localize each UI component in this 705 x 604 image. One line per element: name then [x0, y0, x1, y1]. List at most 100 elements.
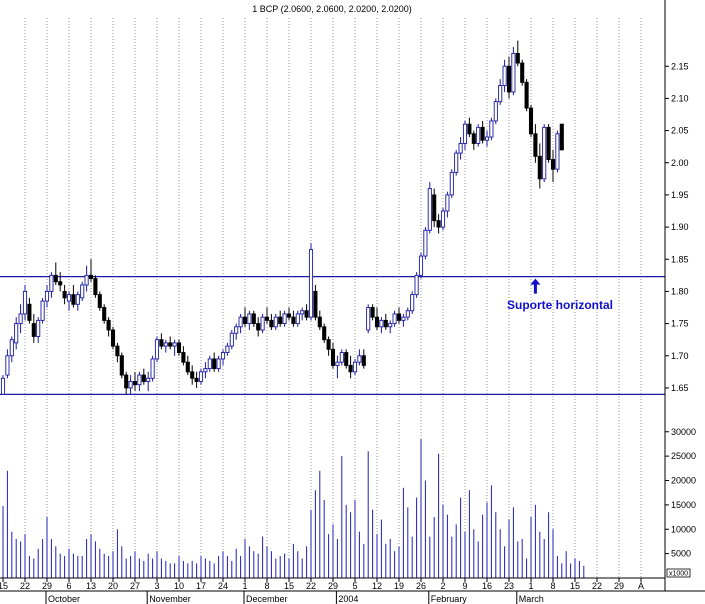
candle: [154, 336, 160, 363]
month-label: December: [246, 594, 288, 604]
candle: [93, 275, 98, 298]
month-label: October: [48, 594, 80, 604]
candle-body: [234, 326, 239, 334]
day-tick-label: A: [638, 581, 644, 591]
candle: [291, 310, 296, 327]
candle: [471, 130, 476, 150]
candle: [388, 320, 393, 334]
candle: [344, 349, 349, 369]
candle-body: [119, 355, 124, 376]
candle-body: [335, 361, 340, 366]
candle: [339, 349, 344, 366]
price-tick-label: 2.10: [671, 93, 689, 103]
candle-body: [515, 52, 520, 64]
chart-title: 1 BCP (2.0600, 2.0600, 2.0200, 2.0200): [252, 4, 411, 14]
candle: [159, 333, 164, 350]
candle-body: [58, 281, 63, 286]
candle-body: [445, 194, 450, 212]
candle-body: [423, 229, 428, 257]
candle: [5, 349, 10, 379]
candle-body: [163, 342, 168, 347]
candle-body: [295, 313, 300, 325]
candle: [53, 262, 58, 285]
candle-body: [304, 310, 309, 318]
candle-body: [414, 274, 419, 296]
candle: [97, 291, 102, 311]
candle: [260, 313, 265, 334]
candle-body: [273, 316, 278, 328]
month-label: March: [519, 594, 544, 604]
candle-body: [80, 284, 85, 299]
candle: [22, 284, 28, 321]
candle-body: [528, 107, 534, 135]
candle: [40, 297, 45, 324]
candle-body: [97, 294, 102, 308]
candle-body: [220, 352, 226, 360]
candle-body: [141, 374, 146, 382]
candles: [0, 40, 564, 395]
candle: [106, 317, 111, 337]
candle: [352, 358, 358, 376]
candle-body: [146, 377, 151, 382]
candle: [36, 317, 41, 343]
candle: [132, 371, 138, 392]
candle: [405, 307, 410, 321]
candle: [348, 355, 353, 379]
candle: [141, 368, 146, 385]
support-lines: [0, 276, 665, 395]
candle-body: [506, 65, 512, 93]
candle-body: [454, 152, 459, 173]
candle: [546, 124, 551, 163]
candle: [304, 304, 309, 321]
candle-body: [172, 342, 177, 347]
day-tick-label: 8: [264, 581, 269, 591]
candle-body: [330, 348, 336, 366]
candle-body: [137, 374, 142, 386]
candle-body: [322, 326, 327, 341]
candle-body: [344, 352, 349, 366]
x-axis-labels: 15 22 29 6 13 20 27 3 10 17 24 1 8 15 22 29 5 12 19 26 2 9 16 2…: [0, 578, 644, 604]
candle-body: [542, 126, 547, 180]
candle: [172, 339, 177, 356]
candle-body: [62, 290, 67, 299]
price-tick-label: 1.70: [671, 351, 689, 361]
price-tick-label: 2.00: [671, 158, 689, 168]
candle-body: [546, 126, 551, 160]
candle-body: [14, 323, 19, 344]
candle-body: [181, 352, 186, 363]
candle-body: [53, 274, 58, 283]
day-tick-label: 19: [394, 581, 404, 591]
candle: [374, 307, 380, 331]
day-tick-label: 24: [218, 581, 228, 591]
price-tick-label: 1.65: [671, 383, 689, 393]
candle-body: [44, 290, 50, 302]
day-tick-label: 22: [592, 581, 602, 591]
candle-body: [203, 368, 208, 373]
month-label: 2004: [338, 594, 358, 604]
candle-body: [225, 345, 230, 353]
candle-body: [238, 316, 243, 328]
candle-body: [361, 355, 366, 366]
candle: [335, 355, 340, 379]
month-label: February: [431, 594, 468, 604]
candle: [317, 310, 322, 331]
price-tick-label: 1.90: [671, 222, 689, 232]
annotation-text: Suporte horizontal: [507, 298, 613, 312]
day-tick-label: 22: [306, 581, 316, 591]
candle: [71, 284, 76, 308]
price-tick-label: 2.05: [671, 126, 689, 136]
candle-body: [71, 294, 76, 305]
day-tick-label: 27: [130, 581, 140, 591]
candle: [185, 355, 190, 376]
candle-body: [229, 332, 234, 347]
candle: [462, 120, 468, 150]
candle-body: [102, 307, 107, 321]
volume-tick-label: 15000: [671, 500, 696, 510]
candle: [542, 124, 547, 183]
candle-body: [524, 81, 529, 109]
candle: [401, 313, 406, 327]
candle: [31, 313, 36, 343]
candle-body: [484, 136, 490, 141]
volume-tick-label: 20000: [671, 476, 696, 486]
